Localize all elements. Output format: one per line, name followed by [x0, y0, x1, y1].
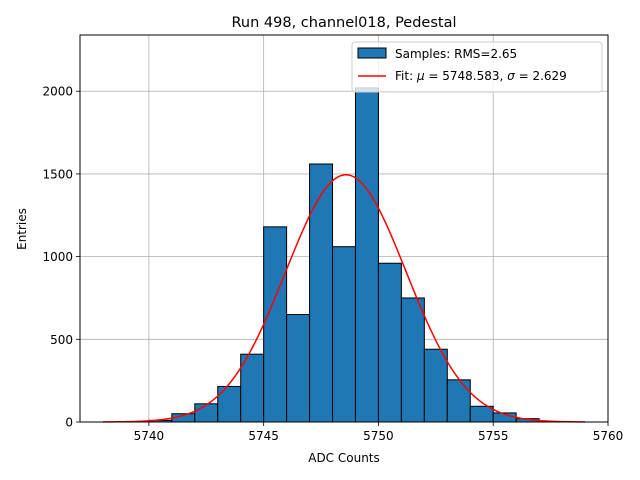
x-tick-label: 5760 [593, 429, 624, 443]
legend-fit-sigma-symbol: σ [507, 69, 515, 83]
y-tick-label: 1500 [42, 167, 73, 181]
y-tick-label: 1000 [42, 250, 73, 264]
histogram-bar [354, 87, 379, 423]
x-axis-ticks: 5740 5745 5750 5755 5760 [134, 422, 624, 443]
histogram-bar [423, 348, 448, 423]
gaussian-fit-curve [102, 174, 586, 423]
legend-hist-label: Samples: RMS=2.65 [395, 47, 517, 61]
legend-fit-mu-value: = 5748.583, [425, 69, 508, 83]
histogram-bar [400, 297, 425, 423]
histogram-bar [194, 403, 219, 423]
histogram-bar [332, 246, 356, 423]
x-tick-label: 5750 [363, 429, 394, 443]
x-axis-label: ADC Counts [308, 451, 380, 465]
x-tick-label: 5740 [134, 429, 165, 443]
histogram-bar [469, 405, 494, 423]
legend-hist-swatch [357, 47, 387, 59]
y-axis-label: Entries [15, 208, 29, 250]
chart-title: Run 498, channel018, Pedestal [231, 15, 456, 31]
y-axis-ticks: 0 500 1000 1500 2000 [42, 85, 80, 430]
y-tick-label: 500 [50, 333, 73, 347]
legend-fit-label: Fit: μ = 5748.583, σ = 2.629 [395, 69, 567, 83]
x-tick-label: 5755 [478, 429, 509, 443]
histogram-bars [148, 87, 540, 423]
x-tick-label: 5745 [248, 429, 279, 443]
histogram-bar [286, 314, 311, 423]
y-tick-label: 0 [65, 416, 73, 430]
legend: Samples: RMS=2.65 Fit: μ = 5748.583, σ =… [351, 41, 603, 93]
plot-frame [79, 34, 609, 423]
histogram-bar [263, 226, 288, 423]
histogram-bar [377, 262, 402, 423]
legend-fit-sigma-value: = 2.629 [515, 69, 567, 83]
legend-fit-mu-symbol: μ [416, 69, 425, 83]
legend-box [351, 41, 603, 93]
legend-fit-prefix: Fit: [395, 69, 417, 83]
histogram-bar [240, 353, 265, 423]
histogram-bar [446, 379, 471, 423]
histogram-bar [309, 163, 334, 423]
y-tick-label: 2000 [42, 85, 73, 99]
